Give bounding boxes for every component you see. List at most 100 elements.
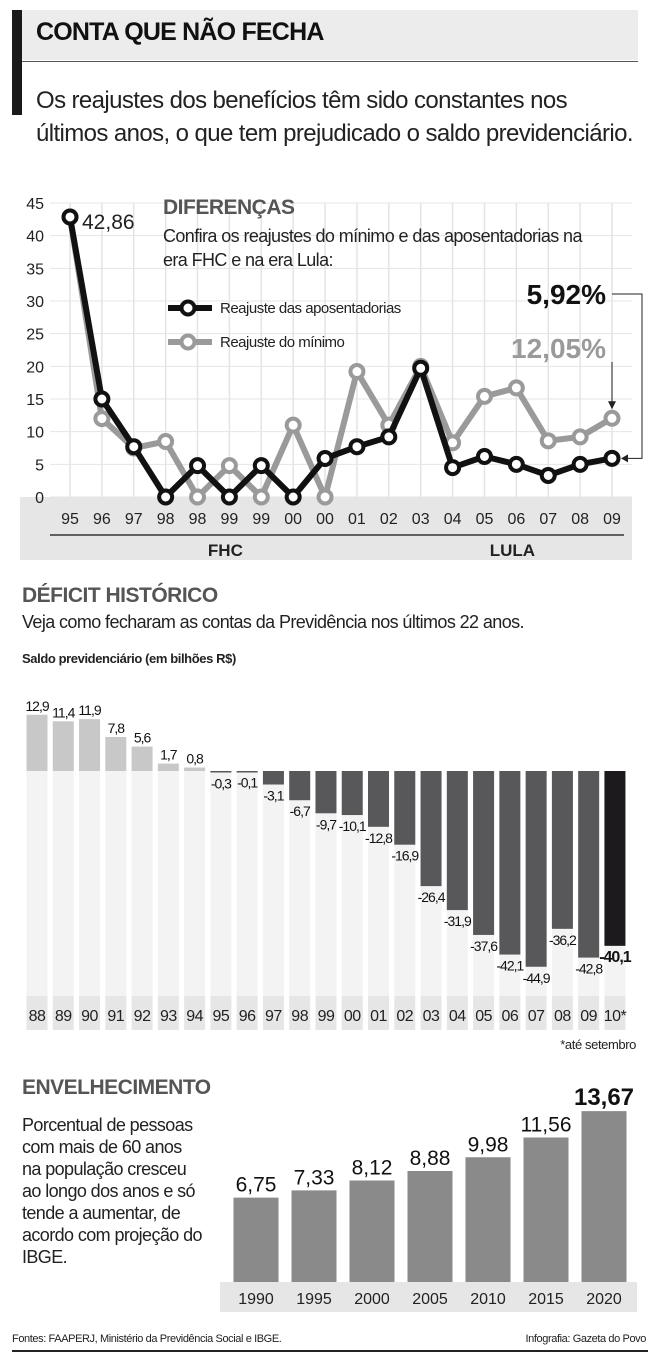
- x-tick-label: 99: [221, 511, 239, 528]
- data-point: [539, 432, 557, 450]
- column-background: [262, 771, 284, 996]
- annotation-aposentadorias: 5,92%: [527, 279, 606, 310]
- data-point: [157, 488, 175, 506]
- y-tick-label: 10: [26, 425, 44, 442]
- x-tick-label: 01: [348, 511, 366, 528]
- column-background: [368, 771, 390, 996]
- data-point: [157, 432, 175, 450]
- x-tick-label: 95: [61, 511, 79, 528]
- deficit-title: DÉFICIT HISTÓRICO: [22, 584, 218, 607]
- label-background: [262, 996, 284, 1030]
- data-point: [316, 488, 334, 506]
- footer-rule: [12, 1350, 648, 1352]
- bar: [394, 771, 416, 845]
- column-background: [341, 771, 363, 996]
- y-tick-label: 40: [26, 229, 44, 246]
- deficit-subtitle: Veja como fecharam as contas da Previdên…: [22, 612, 525, 632]
- deficit-note: *até setembro: [560, 1037, 636, 1052]
- x-axis-band: [220, 1282, 637, 1312]
- bar: [291, 1190, 337, 1282]
- data-label: 9,98: [468, 1133, 509, 1156]
- data-label: 8,12: [352, 1157, 393, 1180]
- x-tick-label: 07: [528, 1008, 545, 1025]
- y-tick-label: 25: [26, 327, 44, 344]
- bar: [578, 771, 600, 958]
- data-label: 0,8: [186, 751, 204, 767]
- data-point: [93, 410, 111, 428]
- column-background: [52, 771, 74, 996]
- data-point: [189, 457, 207, 475]
- data-label: 11,9: [78, 702, 101, 718]
- x-tick-label: 91: [107, 1008, 124, 1025]
- y-tick-label: 20: [26, 359, 44, 376]
- x-tick-label: 98: [189, 511, 207, 528]
- x-tick-label: 96: [93, 511, 111, 528]
- bar: [525, 771, 547, 967]
- x-tick-label: 97: [125, 511, 143, 528]
- x-tick-label: 92: [134, 1008, 151, 1025]
- data-point: [571, 428, 589, 446]
- data-label: 12,9: [25, 698, 49, 714]
- column-background: [315, 771, 337, 996]
- column-background: [236, 771, 258, 996]
- x-tick-label: 94: [186, 1008, 203, 1025]
- legend-marker: [179, 299, 197, 317]
- bar: [236, 771, 258, 773]
- x-tick-label: 99: [318, 1008, 335, 1025]
- data-label: 7,33: [294, 1166, 335, 1189]
- label-background: [446, 996, 468, 1030]
- x-tick-label: 05: [475, 1008, 492, 1025]
- x-tick-label: 01: [370, 1008, 387, 1025]
- bar: [210, 771, 232, 773]
- x-tick-label: 00: [344, 1008, 361, 1025]
- aging-description: Porcentual de pessoas com mais de 60 ano…: [22, 1115, 203, 1267]
- label-background: [341, 996, 363, 1030]
- data-point: [603, 409, 621, 427]
- bar: [52, 721, 74, 771]
- data-label: 11,4: [52, 704, 75, 720]
- data-label: 11,56: [521, 1114, 572, 1137]
- label-background: [420, 996, 442, 1030]
- bar: [446, 771, 468, 911]
- x-tick-label: 99: [252, 511, 270, 528]
- data-point: [444, 459, 462, 477]
- line-chart-subtitle: Confira os reajustes do mínimo e das apo…: [163, 226, 582, 270]
- data-label: -42,8: [575, 961, 603, 977]
- x-tick-label: 04: [444, 511, 462, 528]
- bar: [157, 763, 179, 771]
- bar: [473, 771, 495, 935]
- title-band: [12, 10, 638, 60]
- label-background: [210, 996, 232, 1030]
- x-tick-label: 06: [501, 1008, 518, 1025]
- label-background: [315, 996, 337, 1030]
- data-label: 1,7: [160, 747, 178, 763]
- x-tick-label: 90: [81, 1008, 98, 1025]
- data-label: -3,1: [263, 788, 284, 804]
- data-point: [348, 363, 366, 381]
- x-tick-label: 2015: [528, 1291, 564, 1308]
- data-label: -31,9: [444, 913, 472, 929]
- data-label: -36,2: [549, 932, 577, 948]
- label-background: [289, 996, 311, 1030]
- title-accent-bar: [12, 10, 22, 115]
- data-label: -16,9: [391, 848, 419, 864]
- data-point: [252, 488, 270, 506]
- x-tick-label: 03: [423, 1008, 440, 1025]
- x-tick-label: 07: [539, 511, 557, 528]
- x-tick-label: 98: [291, 1008, 308, 1025]
- bar: [420, 771, 442, 887]
- page-subtitle: Os reajustes dos benefícios têm sido con…: [36, 87, 634, 147]
- x-tick-label: 96: [239, 1008, 256, 1025]
- legend-label: Reajuste das aposentadorias: [220, 300, 401, 317]
- data-point: [284, 488, 302, 506]
- data-point: [475, 387, 493, 405]
- column-background: [131, 771, 153, 996]
- data-label: -9,7: [316, 816, 337, 832]
- bar: [349, 1180, 395, 1282]
- x-tick-label: 08: [571, 511, 589, 528]
- bar: [581, 1111, 627, 1282]
- data-point: [93, 390, 111, 408]
- aging-title: ENVELHECIMENTO: [22, 1076, 211, 1099]
- callout-line: [612, 293, 643, 459]
